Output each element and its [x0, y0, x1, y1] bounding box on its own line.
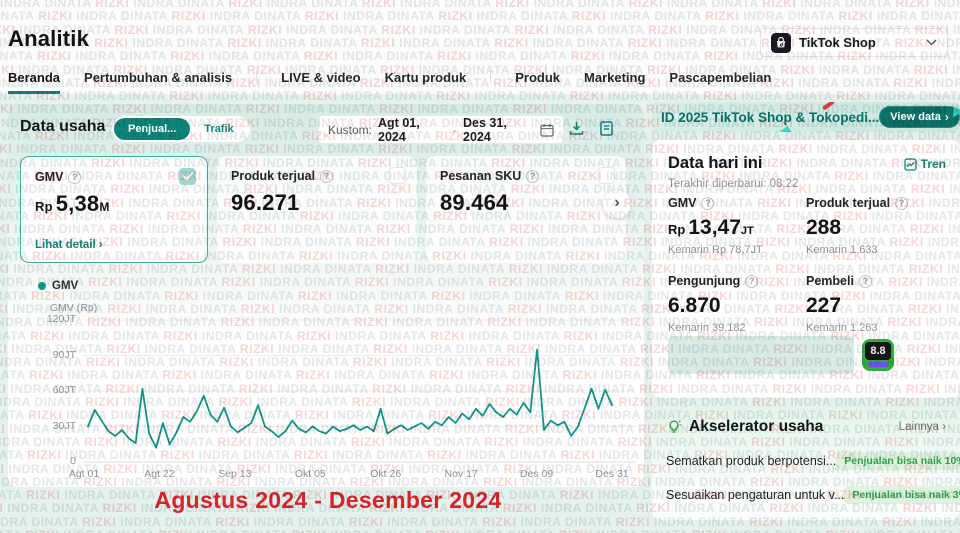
confetti-icon [779, 124, 795, 132]
redacted-banner [668, 336, 854, 374]
tab-produk[interactable]: Produk [515, 70, 561, 85]
date-range-end: Des 31, 2024 [463, 115, 507, 144]
card-pesanan-sku-checkbox[interactable] [598, 167, 615, 184]
view-data-button[interactable]: View data [879, 106, 960, 128]
trend-chart-icon [904, 157, 917, 171]
metric-pembeli: Pembeli 227 Kemarin 1.263 [806, 274, 944, 334]
date-range-separator: - [453, 122, 458, 137]
calendar-icon [540, 123, 554, 137]
lightbulb-icon [666, 419, 682, 435]
x-axis-tick: Des 09 [519, 468, 554, 480]
accelerator-title: Akselerator usaha [689, 418, 824, 435]
card-produk-terjual-value: 96.271 [231, 190, 300, 215]
report-icon[interactable] [598, 120, 616, 138]
card-pesanan-sku-value: 89.464 [440, 190, 509, 215]
metric-produk-terjual: Produk terjual 288 Kemarin 1.633 [806, 196, 944, 256]
card-gmv[interactable]: GMV Rp5,38M Lihat detail [20, 156, 208, 263]
help-icon[interactable] [701, 196, 715, 210]
y-axis-tick: 120JT [46, 313, 76, 325]
accelerator-item[interactable]: Sematkan produk berpotensi... Penjualan … [666, 452, 960, 470]
shop-selector[interactable]: TikTok Shop [760, 28, 948, 57]
tiktok-shop-icon [771, 32, 791, 53]
metric-pengunjung: Pengunjung 6.870 Kemarin 39.182 [668, 274, 806, 334]
tab-divider [256, 70, 258, 84]
shop-selector-label: TikTok Shop [799, 35, 876, 50]
help-icon[interactable] [858, 274, 872, 288]
data-usaha-panel: Data usaha Penjual... Trafik Kustom: Agt… [8, 104, 644, 487]
tab-marketing[interactable]: Marketing [584, 70, 646, 85]
y-axis-title: GMV (Rp) [50, 302, 98, 314]
card-produk-terjual-label: Produk terjual [231, 169, 316, 183]
tab-live-video[interactable]: LIVE & video [281, 70, 361, 85]
tren-link[interactable]: Tren [904, 157, 946, 171]
help-icon[interactable] [526, 169, 540, 183]
y-axis-tick: 30JT [52, 419, 76, 432]
lihat-detail-link[interactable]: Lihat detail [35, 239, 103, 251]
banner-title: ID 2025 TikTok Shop & Tokopedi... [661, 109, 880, 125]
last-updated-text: Terakhir diperbarui: 08:22 [668, 178, 799, 190]
legend-dot-icon [38, 282, 46, 290]
uplift-badge: Penjualan bisa naik 3% [844, 486, 960, 504]
date-range-start: Agt 01, 2024 [378, 115, 420, 144]
card-gmv-value: Rp 5,38M [35, 191, 110, 216]
uplift-badge: Penjualan bisa naik 10% [836, 452, 960, 470]
tab-pertumbuhan[interactable]: Pertumbuhan & analisis [84, 70, 233, 85]
tab-kartu-produk[interactable]: Kartu produk [384, 70, 467, 85]
campaign-banner[interactable]: ID 2025 TikTok Shop & Tokopedi... View d… [652, 102, 960, 132]
x-axis-tick: Sep 13 [218, 468, 252, 480]
tab-pascapembelian[interactable]: Pascapembelian [669, 70, 772, 85]
carousel-next-button[interactable] [603, 190, 631, 218]
card-gmv-checkbox[interactable] [179, 168, 196, 185]
x-axis-tick: Okt 26 [370, 468, 402, 480]
y-axis-tick: 90JT [52, 348, 76, 361]
toggle-penjualan[interactable]: Penjual... [114, 118, 191, 140]
download-icon[interactable] [568, 120, 586, 138]
help-icon[interactable] [320, 169, 334, 183]
date-range-prefix: Kustom: [328, 122, 373, 137]
page-title: Analitik [8, 26, 90, 51]
date-range-picker[interactable]: Kustom: Agt 01, 2024 - Des 31, 2024 [318, 115, 564, 144]
chevron-right-icon [945, 110, 949, 124]
x-axis-tick: Okt 05 [294, 468, 326, 480]
header: Analitik TikTok Shop Beranda Pertumbuhan… [0, 0, 960, 95]
help-icon[interactable] [895, 196, 909, 210]
card-produk-terjual[interactable]: Produk terjual 96.271 [217, 156, 417, 263]
tab-bar: Beranda Pertumbuhan & analisis LIVE & vi… [8, 64, 771, 94]
gmv-line-chart[interactable] [84, 318, 636, 464]
metric-cards: GMV Rp5,38M Lihat detail Produk terjual … [20, 156, 626, 263]
legend-label: GMV [52, 280, 79, 292]
help-icon[interactable] [68, 170, 82, 184]
help-icon[interactable] [745, 274, 759, 288]
accelerator-item[interactable]: Sesuaikan pengaturan untuk v... Penjuala… [666, 486, 960, 504]
card-pesanan-sku[interactable]: Pesanan SKU 89.464 [426, 156, 626, 263]
metric-mode-toggle: Penjual... Trafik [112, 116, 250, 142]
date-range-annotation: Agustus 2024 - Desember 2024 [154, 487, 502, 513]
x-axis-tick: Agt 22 [144, 468, 175, 480]
card-gmv-label: GMV [35, 170, 64, 184]
data-hari-ini-card: Data hari ini Tren Terakhir diperbarui: … [652, 140, 960, 398]
card-produk-terjual-checkbox[interactable] [389, 167, 406, 184]
lainnya-link[interactable]: Lainnya [899, 421, 946, 433]
chart-legend: GMV [38, 280, 78, 292]
tab-divider [490, 70, 492, 84]
card-pesanan-sku-label: Pesanan SKU [440, 169, 522, 183]
y-axis-tick: 60JT [52, 384, 76, 396]
x-axis-tick: Nov 17 [444, 468, 478, 480]
toggle-trafik[interactable]: Trafik [190, 118, 248, 140]
data-usaha-title: Data usaha [20, 118, 106, 135]
x-axis-tick: Des 31 [595, 468, 629, 480]
chevron-down-icon [926, 39, 937, 46]
campaign-8-8-badge-icon[interactable]: 8.8 [862, 339, 894, 371]
tab-beranda[interactable]: Beranda [8, 70, 61, 94]
today-title: Data hari ini [668, 154, 763, 172]
x-axis-tick: Agt 01 [68, 468, 100, 480]
y-axis-tick: 0 [70, 455, 76, 467]
akselerator-usaha-card: Akselerator usaha Lainnya Sematkan produ… [652, 406, 960, 520]
